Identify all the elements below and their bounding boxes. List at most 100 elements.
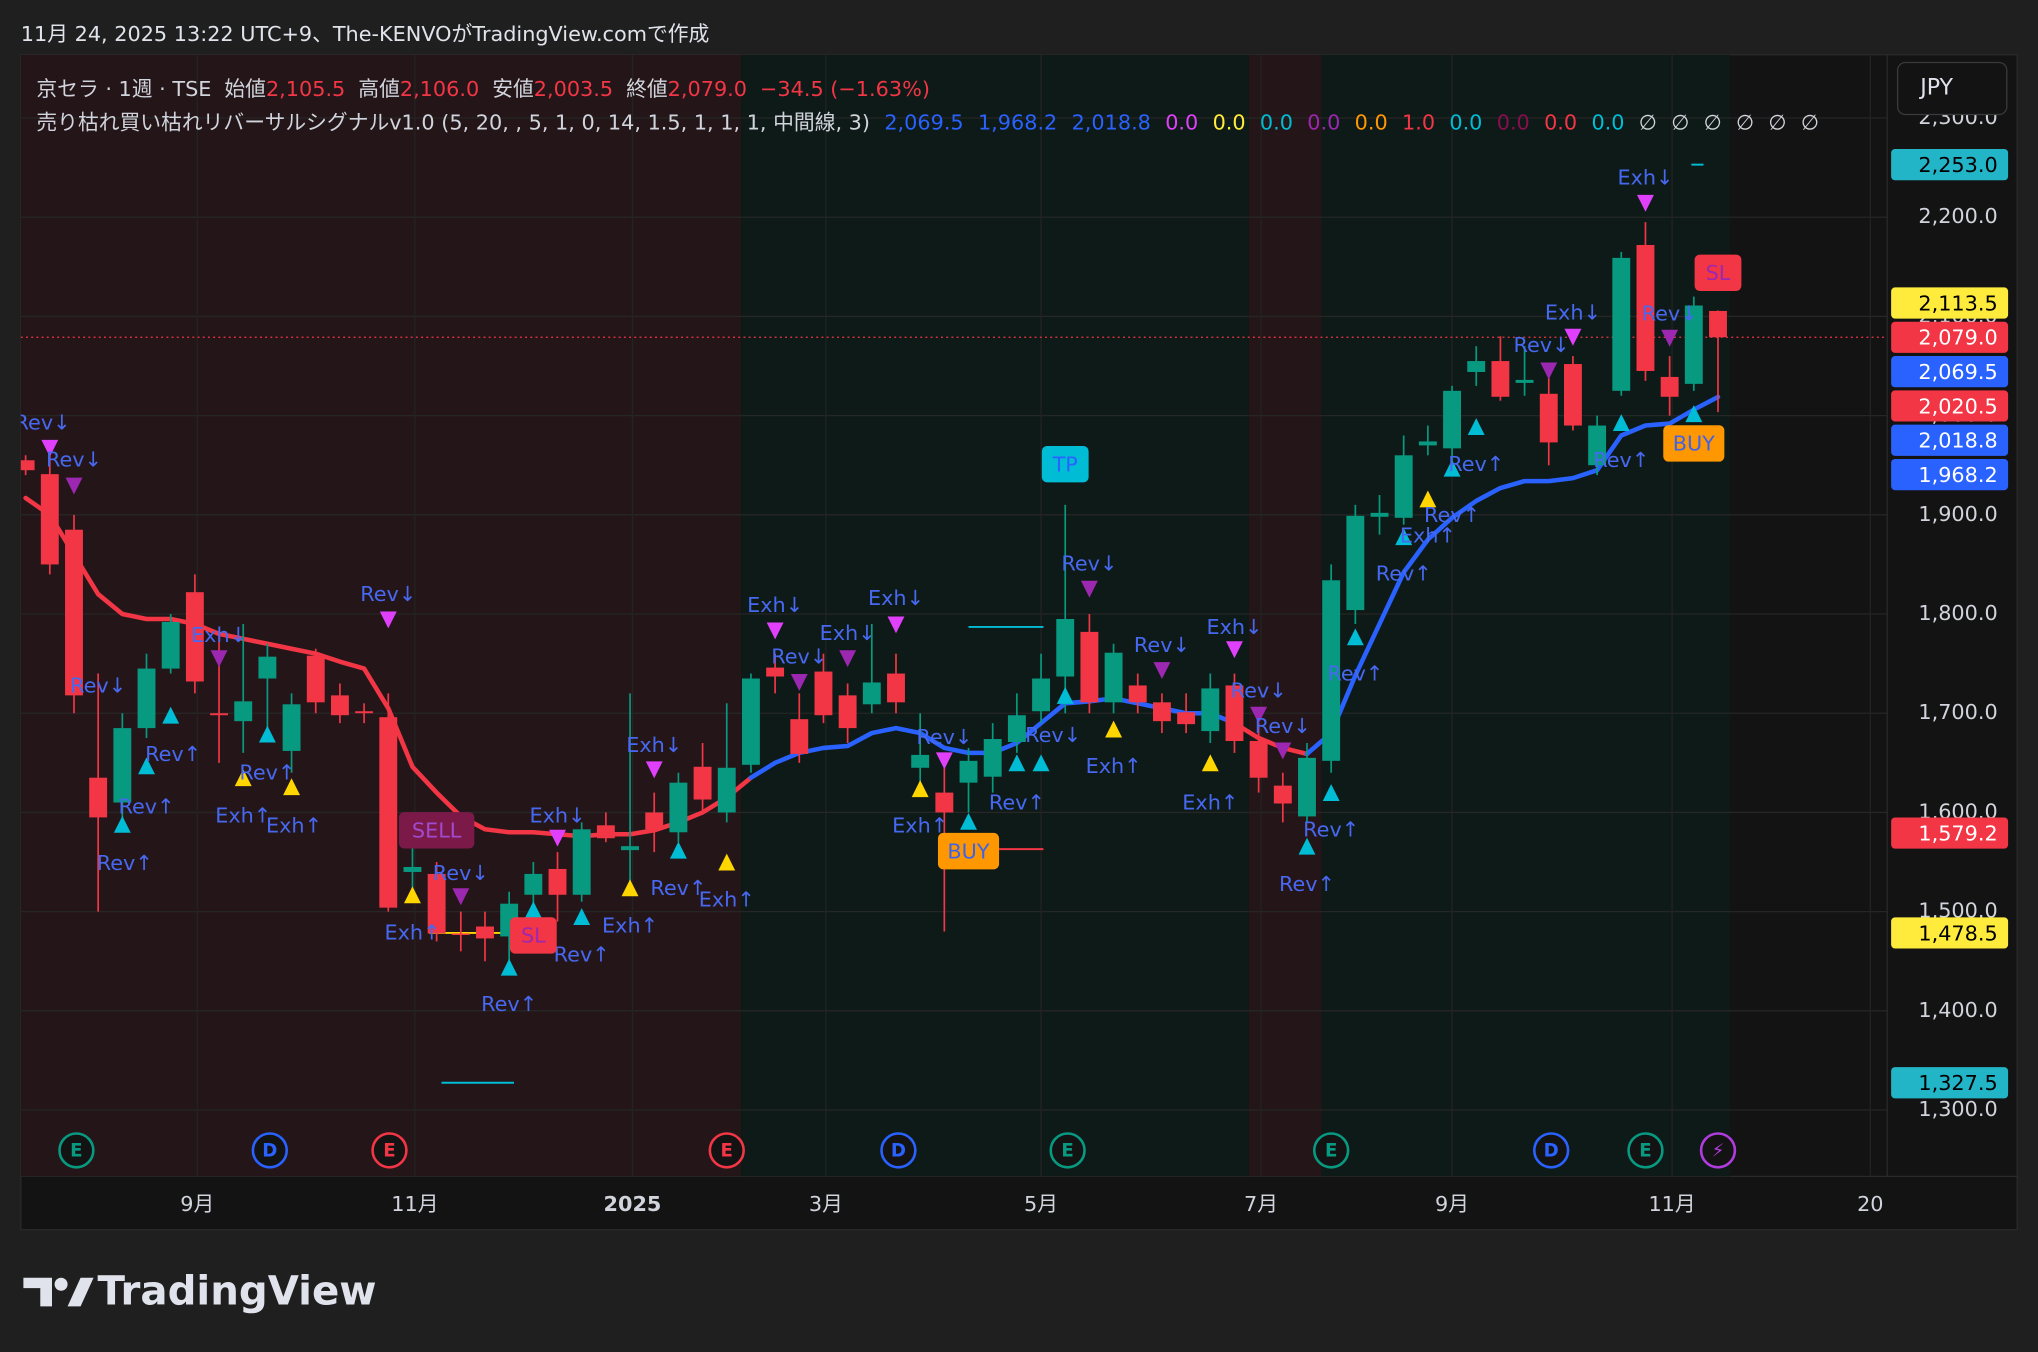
signal-label: Rev↑ — [119, 794, 175, 818]
event-icon-label: D — [891, 1141, 906, 1162]
legend-indicator-value: ∅ — [1671, 111, 1689, 135]
signal-label: Exh↑ — [1086, 754, 1142, 778]
signal-triangle — [210, 650, 228, 668]
event-icon — [1049, 1132, 1086, 1169]
signal-triangle — [1298, 837, 1316, 855]
signal-triangle — [839, 650, 857, 668]
signal-label: Exh↓ — [191, 623, 247, 647]
event-icon — [1699, 1132, 1737, 1169]
signal-label: Exh↑ — [602, 914, 658, 938]
legend-indicator-value: ∅ — [1801, 111, 1819, 135]
signal-triangle — [621, 879, 639, 897]
currency-button[interactable] — [1896, 61, 2008, 116]
signal-label: Rev↑ — [1279, 872, 1335, 896]
signal-label: Rev↓ — [70, 673, 126, 697]
signal-triangle — [1056, 686, 1074, 704]
candle-body — [1298, 757, 1316, 817]
legend-indicator-value: 0.0 — [1213, 111, 1246, 135]
legend-ohlc-value: 2,106.0 — [400, 77, 479, 101]
signal-triangle — [718, 853, 736, 871]
price-badge — [1891, 356, 2009, 388]
candle-body — [1346, 515, 1365, 611]
price-badge-label: 1,968.2 — [1918, 463, 1997, 487]
candle-body — [427, 873, 446, 934]
candle-body — [790, 719, 809, 754]
price-badge-label: 2,069.5 — [1918, 360, 1997, 384]
y-tick-label: 1,400.0 — [1918, 998, 1997, 1022]
event-icon-label: E — [70, 1141, 82, 1162]
signal-triangle — [1564, 328, 1582, 346]
candle-body — [911, 754, 930, 768]
event-icon — [708, 1132, 745, 1169]
price-badge — [1891, 458, 2009, 491]
event-icon-label: D — [1544, 1141, 1559, 1162]
signal-triangle — [911, 780, 929, 798]
legend-indicator-value: 0.0 — [1307, 111, 1340, 135]
candle-body — [403, 866, 422, 872]
signal-label: Rev↑ — [97, 851, 153, 875]
candle-body — [1249, 741, 1268, 778]
candle-body — [210, 713, 228, 716]
price-badge — [1891, 917, 2009, 949]
signal-triangle — [1467, 418, 1485, 435]
event-icon — [371, 1132, 408, 1169]
signal-label: Exh↓ — [747, 593, 803, 617]
candle-body — [1563, 364, 1582, 426]
signal-badge-text: SL — [521, 924, 546, 948]
candle-body — [306, 655, 325, 703]
signal-triangle — [1105, 720, 1123, 738]
signal-triangle — [1637, 194, 1654, 212]
legend-indicator-value: ∅ — [1639, 111, 1657, 135]
event-icon-label: E — [721, 1141, 733, 1162]
signal-badge-text: SELL — [412, 819, 462, 843]
candle-body — [669, 782, 688, 833]
signal-label: Rev↑ — [1424, 503, 1480, 527]
currency-label[interactable]: JPY — [1918, 75, 1953, 101]
signal-triangle — [524, 901, 542, 919]
price-badge — [1891, 1067, 2009, 1099]
price-badge-label: 1,327.5 — [1918, 1071, 1997, 1095]
candle-body — [741, 678, 760, 765]
legend-symbol: 京セラ · 1週 · TSE — [36, 77, 211, 101]
y-tick-label: 2,200.0 — [1918, 204, 1997, 228]
signal-label: Rev↑ — [554, 942, 610, 966]
y-tick-label: 1,700.0 — [1918, 700, 1997, 724]
candle-body — [862, 682, 881, 705]
candle-body — [137, 668, 156, 729]
signal-triangle — [283, 778, 301, 796]
candle-body — [548, 868, 567, 895]
legend-indicator-value: 2,018.8 — [1072, 111, 1151, 135]
signal-triangle — [258, 725, 276, 743]
candle-body — [476, 926, 494, 939]
price-badge — [1891, 390, 2009, 422]
signal-triangle — [1226, 641, 1243, 659]
legend-indicator-value: 2,069.5 — [884, 111, 963, 135]
signal-badge — [398, 812, 475, 849]
event-icon-label: E — [1325, 1141, 1337, 1162]
candle-body — [838, 695, 857, 729]
signal-label: Rev↓ — [433, 861, 489, 885]
candle-body — [596, 825, 615, 839]
event-icon — [880, 1132, 917, 1169]
candle-body — [717, 767, 736, 813]
signal-triangle — [1008, 754, 1026, 772]
candle-body — [959, 760, 978, 783]
brand-name: TradingView — [97, 1267, 376, 1314]
candle-body — [1128, 685, 1147, 703]
signal-triangle — [500, 958, 518, 976]
signal-label: Rev↑ — [239, 761, 295, 785]
x-tick-label: 11月 — [391, 1192, 438, 1216]
legend-ohlc-value: 2,079.0 — [668, 77, 747, 101]
signal-label: Rev↑ — [650, 876, 706, 900]
signal-label: Rev↓ — [15, 411, 71, 435]
candle-body — [1032, 678, 1050, 712]
legend-ohlc-value: 2,003.5 — [534, 77, 613, 101]
signal-triangle — [1322, 784, 1340, 802]
signal-triangle — [1080, 580, 1098, 598]
legend-ohlc-label: 始値 — [224, 77, 266, 101]
candle-body — [1612, 257, 1631, 391]
signal-label: Rev↑ — [989, 791, 1045, 815]
signal-badge-text: BUY — [947, 839, 989, 863]
signal-label: Exh↑ — [266, 813, 322, 837]
legend-ohlc-label: 終値 — [626, 77, 668, 101]
